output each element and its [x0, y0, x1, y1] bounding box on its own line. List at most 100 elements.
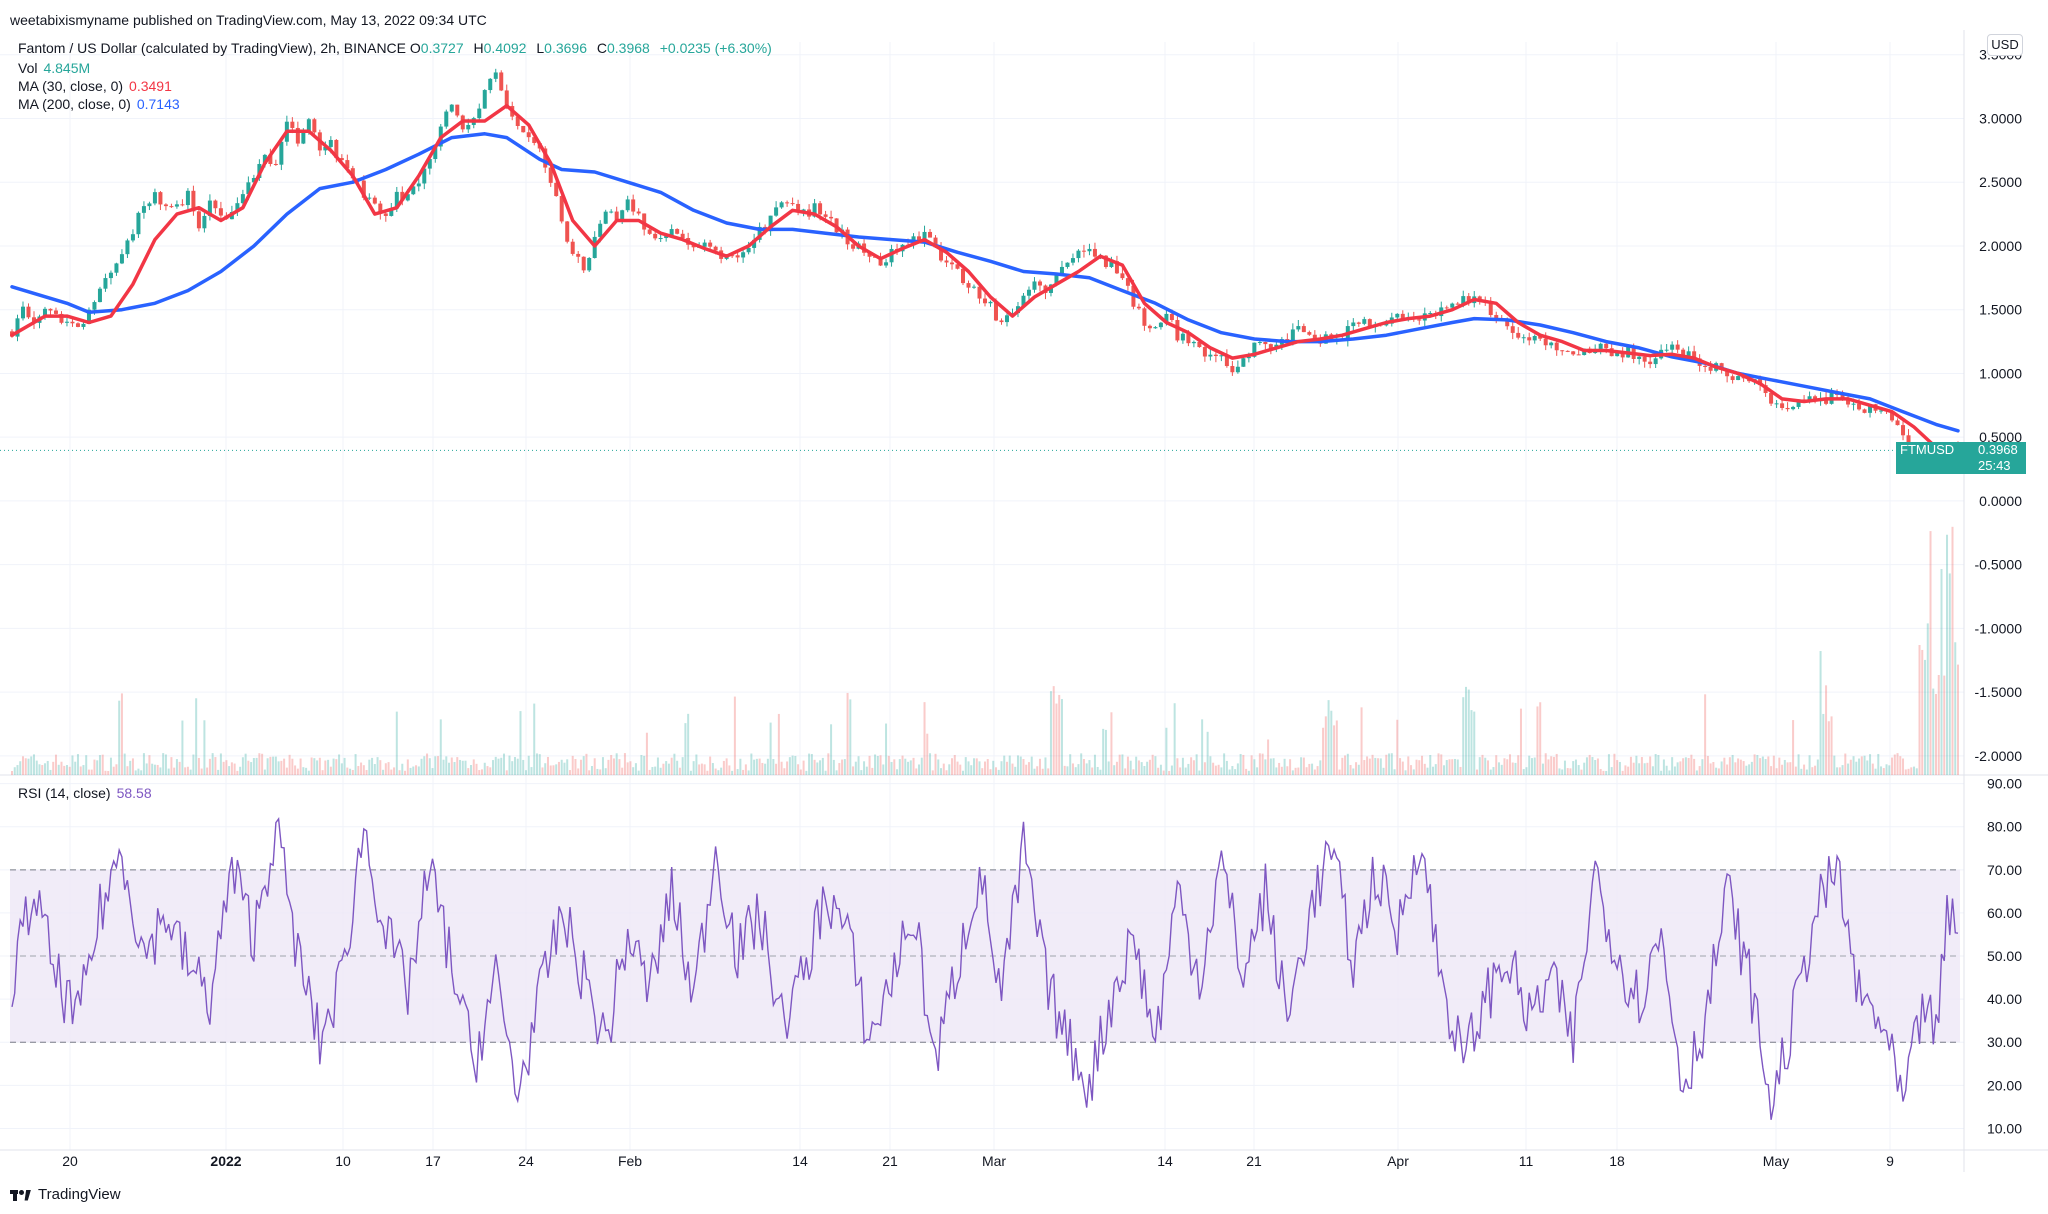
volume-bar: [783, 768, 786, 775]
volume-bar: [890, 761, 893, 775]
candle-body: [796, 203, 801, 212]
volume-bar: [373, 764, 376, 775]
candle-body: [1395, 313, 1400, 318]
volume-bar: [1599, 769, 1602, 775]
volume-bar: [217, 769, 220, 775]
time-tick-label: Mar: [982, 1153, 1006, 1169]
volume-bar: [1437, 753, 1440, 775]
volume-bar: [975, 758, 978, 775]
volume-bar: [280, 760, 283, 775]
volume-bar: [929, 753, 932, 775]
candle-body: [1868, 404, 1873, 413]
symbol-legend[interactable]: Fantom / US Dollar (calculated by Tradin…: [18, 38, 778, 58]
bar-countdown-tag: 25:43: [1896, 458, 2026, 474]
candle-body: [1065, 262, 1070, 267]
candle-body: [1208, 354, 1213, 357]
candle-body: [1494, 315, 1499, 319]
volume-bar: [508, 755, 511, 775]
volume-bar: [524, 770, 527, 775]
ma30-legend[interactable]: MA (30, close, 0) 0.3491: [18, 76, 172, 96]
price-axis: 3.50003.00002.50002.00001.50001.00000.50…: [1975, 47, 2023, 764]
volume-bar: [1808, 755, 1811, 775]
volume-bar: [1503, 758, 1506, 775]
volume-bar: [398, 770, 401, 775]
volume-bar: [722, 760, 725, 775]
volume-bar: [1957, 664, 1959, 775]
candle-body: [70, 321, 75, 324]
candle-body: [1653, 358, 1658, 365]
volume-bar: [830, 724, 833, 775]
volume-bar: [19, 761, 22, 775]
volume-bar: [156, 764, 159, 775]
volume-bar: [1550, 756, 1553, 775]
volume-bar: [898, 759, 901, 775]
volume-bar: [11, 770, 13, 775]
candle-body: [1087, 248, 1092, 252]
candles: [10, 68, 1960, 466]
ma200-line: [10, 132, 1960, 433]
volume-bar: [1726, 764, 1729, 775]
volume-bar: [805, 770, 808, 775]
candle-body: [526, 132, 531, 138]
volume-bar: [1654, 754, 1657, 775]
tradingview-logo-icon: [10, 1188, 32, 1202]
candle-body: [1857, 403, 1862, 410]
rsi-legend[interactable]: RSI (14, close) 58.58: [18, 783, 152, 803]
volume-bar: [934, 753, 937, 775]
candle-body: [1032, 281, 1037, 290]
candle-body: [851, 244, 856, 249]
volume-bar: [1935, 693, 1938, 775]
volume-bar: [1756, 754, 1759, 775]
volume-bar: [1291, 770, 1294, 775]
candle-body: [1252, 342, 1257, 357]
volume-bar: [1399, 758, 1402, 775]
candle-body: [372, 197, 377, 204]
candle-body: [543, 148, 548, 168]
volume-bar: [698, 764, 701, 775]
volume-bar: [1814, 765, 1817, 775]
volume-bar: [681, 757, 684, 775]
candle-body: [1351, 322, 1356, 327]
volume-bar: [623, 753, 626, 775]
volume-bar: [1948, 573, 1951, 775]
ma200-legend[interactable]: MA (200, close, 0) 0.7143: [18, 94, 180, 114]
volume-bar: [478, 770, 481, 775]
volume-bar: [423, 756, 426, 775]
volume-bar: [296, 768, 299, 775]
price-tick-label: 1.5000: [1979, 302, 2022, 318]
volume-bar: [1528, 755, 1531, 775]
volume-bar: [186, 766, 189, 775]
candle-body: [1901, 425, 1906, 436]
volume-legend[interactable]: Vol 4.845M: [18, 58, 90, 78]
candle-body: [488, 78, 493, 91]
candle-body: [42, 308, 47, 317]
candle-body: [570, 241, 575, 254]
volume-bar: [1082, 759, 1085, 775]
volume-bar: [1176, 758, 1179, 775]
candle-body: [378, 203, 383, 214]
volume-bar: [1170, 765, 1173, 775]
tradingview-footer[interactable]: TradingView: [10, 1186, 121, 1203]
volume-bar: [1910, 767, 1913, 775]
volume-bar: [970, 765, 973, 775]
candle-body: [730, 255, 735, 257]
volume-bar: [338, 754, 341, 775]
candle-body: [1890, 411, 1895, 421]
volume-bar: [1316, 766, 1319, 775]
volume-bar: [1000, 761, 1003, 775]
volume-bar: [832, 759, 835, 775]
candle-body: [1516, 332, 1521, 338]
volume-bar: [1717, 768, 1720, 775]
candle-body: [411, 186, 416, 195]
candle-body: [1730, 376, 1735, 381]
volume-bar: [838, 763, 841, 775]
volume-bar: [1206, 731, 1209, 775]
ohlc-values: O0.3727 H0.4092 L0.3696 C0.3968 +0.0235 …: [410, 40, 778, 56]
volume-bar: [1610, 767, 1613, 775]
volume-bar: [1374, 757, 1377, 775]
volume-bar: [923, 702, 926, 775]
volume-bar: [1522, 769, 1525, 775]
candle-body: [1224, 355, 1229, 367]
currency-button[interactable]: USD: [1987, 34, 2023, 56]
